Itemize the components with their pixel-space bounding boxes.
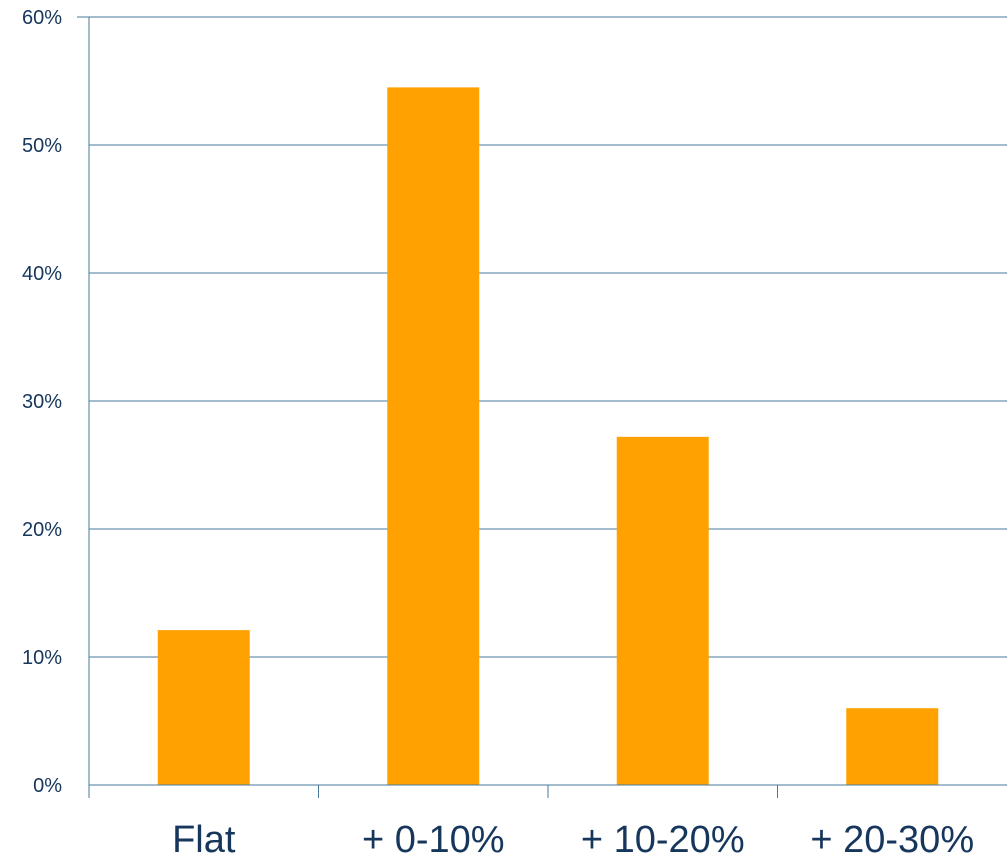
bars	[157, 87, 939, 785]
y-tick-label: 0%	[33, 775, 62, 797]
axes	[77, 16, 1007, 798]
bar	[387, 87, 480, 785]
y-tick-label: 60%	[22, 7, 62, 29]
y-tick-label: 30%	[22, 391, 62, 413]
x-tick-label: Flat	[172, 819, 236, 861]
gridlines	[89, 16, 1007, 658]
x-tick-label: + 10-20%	[581, 819, 745, 861]
bar	[846, 708, 939, 785]
bar	[157, 630, 250, 785]
y-tick-label: 20%	[22, 519, 62, 541]
tick-labels: 0% 10% 20% 30% 40% 50% 60% Flat + 0-10% + 10-20% +…	[22, 7, 974, 861]
y-tick-label: 50%	[22, 135, 62, 157]
y-tick-label: 40%	[22, 263, 62, 285]
x-tick-label: + 20-30%	[810, 819, 974, 861]
y-tick-label: 10%	[22, 647, 62, 669]
x-tick-label: + 0-10%	[362, 819, 505, 861]
bar	[616, 436, 709, 785]
